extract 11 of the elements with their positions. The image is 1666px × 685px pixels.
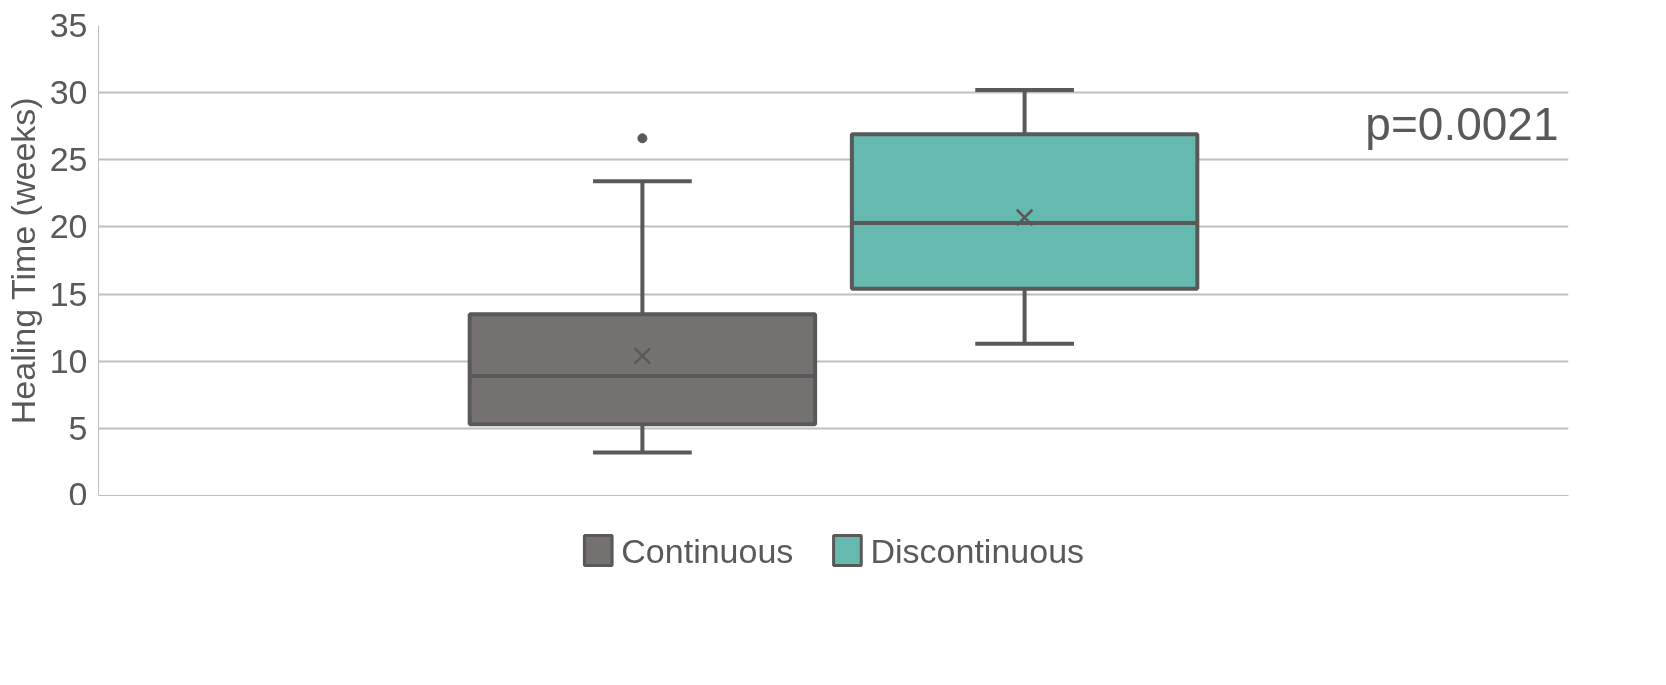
y-tick-label: 30: [49, 73, 88, 112]
y-tick-label: 25: [49, 140, 88, 179]
y-tick-label: 20: [49, 207, 88, 246]
legend-label: Continuous: [621, 531, 794, 570]
y-axis-title: Healing Time (weeks): [3, 97, 42, 425]
y-tick-label: 10: [49, 341, 88, 380]
annotation: p=0.0021: [1365, 98, 1559, 151]
legend-label: Discontinuous: [870, 531, 1085, 570]
y-tick-label: 5: [68, 408, 88, 447]
y-tick-label: 15: [49, 274, 88, 313]
y-tick-label: 35: [49, 6, 88, 44]
